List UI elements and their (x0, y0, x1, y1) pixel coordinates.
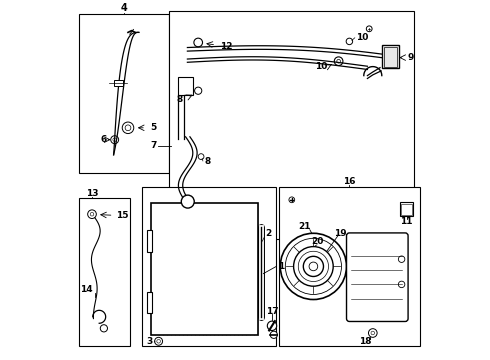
Circle shape (88, 210, 97, 219)
Circle shape (346, 38, 353, 45)
Bar (147, 292, 152, 313)
Circle shape (125, 125, 131, 131)
Bar (279, 187, 419, 346)
Circle shape (198, 154, 204, 159)
Text: 10: 10 (316, 62, 328, 71)
Text: 19: 19 (334, 230, 347, 239)
Circle shape (113, 138, 117, 141)
Circle shape (122, 122, 134, 134)
Bar (143, 187, 275, 346)
Text: 20: 20 (311, 238, 323, 246)
Text: 18: 18 (359, 338, 372, 346)
Bar (151, 203, 258, 335)
Circle shape (371, 331, 374, 335)
Bar (114, 80, 122, 86)
Bar (170, 11, 414, 239)
Circle shape (368, 329, 377, 337)
Circle shape (294, 247, 333, 286)
Circle shape (268, 321, 277, 330)
Text: 3: 3 (147, 338, 153, 346)
Text: 12: 12 (220, 41, 232, 50)
Circle shape (90, 212, 94, 216)
Text: 6: 6 (100, 135, 106, 144)
Circle shape (303, 256, 323, 276)
Text: 2: 2 (266, 230, 272, 238)
Circle shape (334, 57, 343, 66)
Text: 8: 8 (205, 157, 211, 166)
Circle shape (398, 256, 405, 262)
Text: 13: 13 (86, 189, 98, 198)
Text: 10: 10 (356, 32, 368, 41)
Text: 5: 5 (150, 123, 157, 132)
Circle shape (270, 331, 277, 338)
Bar (384, 47, 397, 67)
Text: 11: 11 (400, 217, 413, 226)
Circle shape (280, 233, 346, 300)
Bar (382, 45, 399, 68)
Text: 16: 16 (343, 177, 356, 186)
Text: 17: 17 (266, 307, 278, 316)
Bar (401, 204, 412, 215)
Text: 21: 21 (298, 222, 311, 231)
Circle shape (298, 251, 328, 282)
Circle shape (285, 238, 342, 294)
Circle shape (195, 87, 202, 94)
Text: 14: 14 (79, 285, 92, 294)
Bar (147, 230, 152, 252)
Circle shape (100, 325, 107, 332)
Text: 4: 4 (121, 3, 128, 13)
Circle shape (111, 136, 119, 144)
Bar (79, 14, 170, 173)
FancyBboxPatch shape (346, 233, 408, 321)
Bar (178, 77, 193, 95)
Text: 7: 7 (150, 141, 156, 150)
Circle shape (181, 195, 194, 208)
Circle shape (398, 281, 405, 288)
Bar (400, 202, 414, 216)
Text: 15: 15 (116, 211, 128, 220)
Text: 8: 8 (177, 95, 183, 104)
Circle shape (289, 197, 294, 203)
Circle shape (367, 26, 372, 32)
Bar (79, 198, 130, 346)
Circle shape (337, 59, 341, 63)
Circle shape (157, 339, 160, 343)
Circle shape (155, 337, 163, 345)
Circle shape (194, 38, 202, 47)
Circle shape (309, 262, 318, 271)
Text: 9: 9 (408, 53, 414, 62)
Text: 1: 1 (278, 262, 285, 271)
